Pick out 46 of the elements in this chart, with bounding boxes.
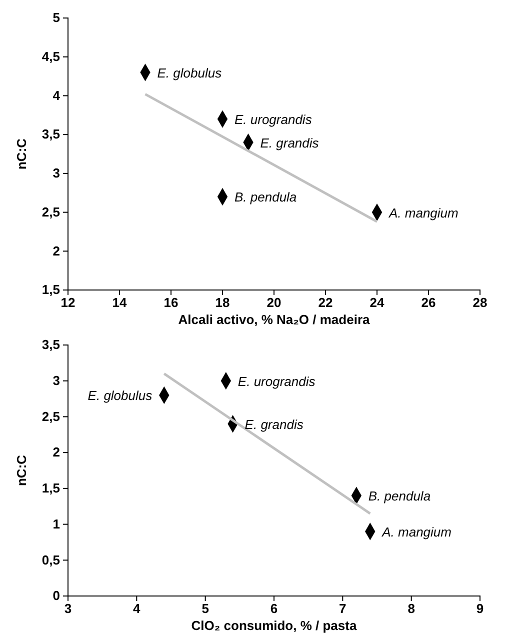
y-tick-label: 3 bbox=[52, 373, 60, 388]
x-tick-label: 18 bbox=[215, 295, 230, 310]
x-tick-label: 22 bbox=[318, 295, 333, 310]
x-axis-title: ClO₂ consumido, % / pasta bbox=[191, 618, 358, 633]
y-tick-label: 2 bbox=[52, 243, 60, 258]
x-tick-label: 24 bbox=[370, 295, 385, 310]
annotation: E. grandis bbox=[260, 135, 320, 150]
x-tick-label: 8 bbox=[408, 601, 415, 616]
x-tick-label: 14 bbox=[112, 295, 128, 310]
y-tick-label: 2,5 bbox=[42, 408, 60, 424]
y-axis-title: nC:C bbox=[14, 454, 29, 486]
y-tick-label: 1,5 bbox=[42, 480, 60, 496]
y-tick-label: 3,5 bbox=[42, 337, 60, 352]
annotation: E. urograndis bbox=[234, 112, 312, 128]
x-tick-label: 7 bbox=[339, 601, 346, 616]
y-tick-label: 3,5 bbox=[42, 126, 60, 142]
y-tick-label: 2 bbox=[52, 444, 60, 460]
x-tick-label: 28 bbox=[472, 295, 488, 310]
y-tick-label: 2,5 bbox=[42, 204, 60, 220]
annotation: A. mangium bbox=[388, 205, 459, 220]
x-tick-label: 4 bbox=[133, 601, 142, 616]
y-tick-label: 5 bbox=[52, 10, 60, 26]
y-tick-label: 0 bbox=[52, 588, 60, 604]
annotation: B. pendula bbox=[234, 190, 297, 205]
y-axis-title: nC:C bbox=[14, 138, 29, 170]
annotation: E. urograndis bbox=[238, 374, 316, 389]
annotation: A. mangium bbox=[381, 524, 452, 540]
x-axis-title: Alcali activo, % Na₂O / madeira bbox=[178, 312, 370, 327]
y-tick-label: 3 bbox=[52, 166, 60, 181]
y-tick-label: 1,5 bbox=[42, 282, 60, 298]
annotation: E. grandis bbox=[244, 416, 304, 432]
y-tick-label: 1 bbox=[52, 516, 60, 532]
x-tick-label: 20 bbox=[266, 295, 282, 310]
x-tick-label: 6 bbox=[270, 601, 278, 616]
annotation: E. globulus bbox=[157, 65, 222, 80]
x-tick-label: 5 bbox=[202, 601, 209, 616]
y-tick-label: 4,5 bbox=[42, 49, 60, 64]
y-tick-label: 4 bbox=[52, 88, 61, 103]
x-tick-label: 12 bbox=[60, 295, 76, 310]
y-tick-label: 0,5 bbox=[42, 552, 60, 568]
x-tick-label: 3 bbox=[64, 601, 72, 616]
x-tick-label: 16 bbox=[164, 295, 178, 310]
x-tick-label: 9 bbox=[476, 601, 484, 616]
annotation: E. globulus bbox=[88, 388, 153, 404]
annotation: B. pendula bbox=[368, 488, 431, 504]
x-tick-label: 26 bbox=[421, 295, 436, 310]
